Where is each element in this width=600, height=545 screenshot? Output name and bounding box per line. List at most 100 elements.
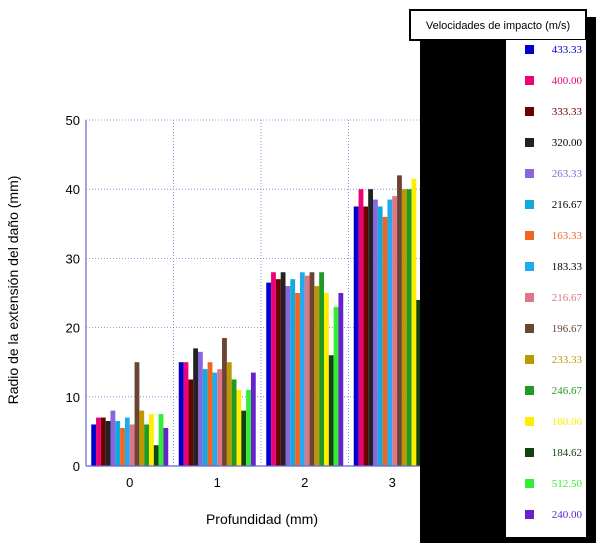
legend-label: 246.67: [552, 385, 583, 397]
legend-swatch: [525, 417, 534, 426]
bar: [328, 355, 334, 466]
x-tick-label: 3: [389, 475, 396, 490]
bar: [183, 362, 189, 466]
bar: [250, 372, 256, 466]
bar: [246, 389, 251, 466]
bar: [236, 389, 242, 466]
legend-label: 163.33: [552, 230, 583, 242]
bar: [115, 421, 121, 466]
legend-swatch: [525, 169, 534, 178]
legend-label: 433.33: [552, 44, 583, 56]
legend-title: Velocidades de impacto (m/s): [426, 20, 570, 32]
bar: [222, 337, 227, 466]
bar: [153, 445, 159, 466]
bar: [226, 362, 232, 466]
legend-label: 196.67: [552, 323, 583, 335]
bar: [149, 414, 154, 466]
bar: [91, 424, 97, 466]
legend-box: [409, 9, 587, 41]
bar: [309, 272, 315, 466]
bar: [338, 293, 344, 466]
legend-swatch: [525, 138, 534, 147]
y-tick-label: 40: [66, 182, 80, 197]
legend-swatch: [525, 107, 534, 116]
x-axis-title: Profundidad (mm): [206, 511, 318, 527]
bars-group: [91, 175, 431, 467]
legend-label: 183.33: [552, 261, 583, 273]
legend-swatch: [525, 231, 534, 240]
bar: [295, 293, 300, 466]
bar: [285, 286, 291, 466]
legend-label: 216.67: [552, 199, 583, 211]
legend-label: 233.33: [552, 354, 583, 366]
bar: [158, 414, 164, 466]
bar: [299, 272, 305, 466]
bar: [280, 272, 286, 466]
bar: [105, 421, 111, 466]
x-tick-labels: 0 1 2 3: [126, 475, 396, 490]
bar: [373, 199, 378, 466]
bar: [377, 206, 383, 466]
y-axis-title: Radio de la extensión del daño (mm): [5, 176, 21, 405]
legend-label: 400.00: [552, 75, 583, 87]
bar: [353, 206, 359, 466]
legend-label: 180.00: [552, 416, 583, 428]
bar: [363, 206, 369, 466]
bar: [392, 196, 398, 466]
y-tick-label: 10: [66, 390, 80, 405]
bar: [134, 362, 140, 466]
legend-label: 263.33: [552, 168, 583, 180]
legend-label: 512.50: [552, 478, 583, 490]
bar: [314, 286, 320, 466]
legend: Velocidades de impacto (m/s) 433.33 400.0…: [409, 9, 596, 543]
bar: [120, 427, 125, 466]
bar: [397, 175, 402, 467]
bar: [178, 362, 184, 466]
bar: [406, 189, 412, 466]
bar: [163, 427, 169, 466]
bar: [266, 282, 272, 466]
bar: [202, 369, 208, 466]
legend-items: 433.33 400.00 333.33 320.00 263.33 216.67 163.…: [525, 44, 583, 521]
legend-label: 320.00: [552, 137, 583, 149]
legend-swatch: [525, 386, 534, 395]
y-tick-labels: 0 10 20 30 40 50: [66, 113, 80, 474]
bar: [368, 189, 373, 466]
bar: [144, 424, 149, 466]
y-tick-label: 50: [66, 113, 80, 128]
legend-swatch: [525, 510, 534, 519]
bar: [100, 417, 106, 466]
y-tick-label: 0: [73, 459, 80, 474]
bar: [319, 272, 324, 466]
bar: [411, 178, 417, 466]
legend-swatch: [525, 479, 534, 488]
bar: [124, 417, 130, 466]
bar: [290, 279, 296, 466]
legend-label: 240.00: [552, 509, 583, 521]
bar: [110, 410, 116, 466]
bar: [382, 216, 388, 466]
bar: [193, 348, 198, 466]
bar: [207, 362, 213, 466]
bar: [129, 424, 135, 466]
legend-label: 333.33: [552, 106, 583, 118]
legend-swatch: [525, 262, 534, 271]
bar: [304, 275, 310, 466]
x-tick-label: 2: [301, 475, 308, 490]
legend-label: 216.67: [552, 292, 583, 304]
legend-swatch: [525, 448, 534, 457]
legend-label: 184.62: [552, 447, 582, 459]
x-tick-label: 1: [214, 475, 221, 490]
legend-swatch: [525, 293, 534, 302]
legend-swatch: [525, 76, 534, 85]
y-tick-label: 20: [66, 321, 80, 336]
bar: [217, 369, 223, 466]
legend-swatch: [525, 324, 534, 333]
bar: [139, 410, 145, 466]
bar: [271, 272, 276, 466]
bar: [333, 306, 339, 466]
bar: [198, 351, 203, 466]
bar: [358, 189, 364, 466]
legend-body: [506, 40, 586, 537]
